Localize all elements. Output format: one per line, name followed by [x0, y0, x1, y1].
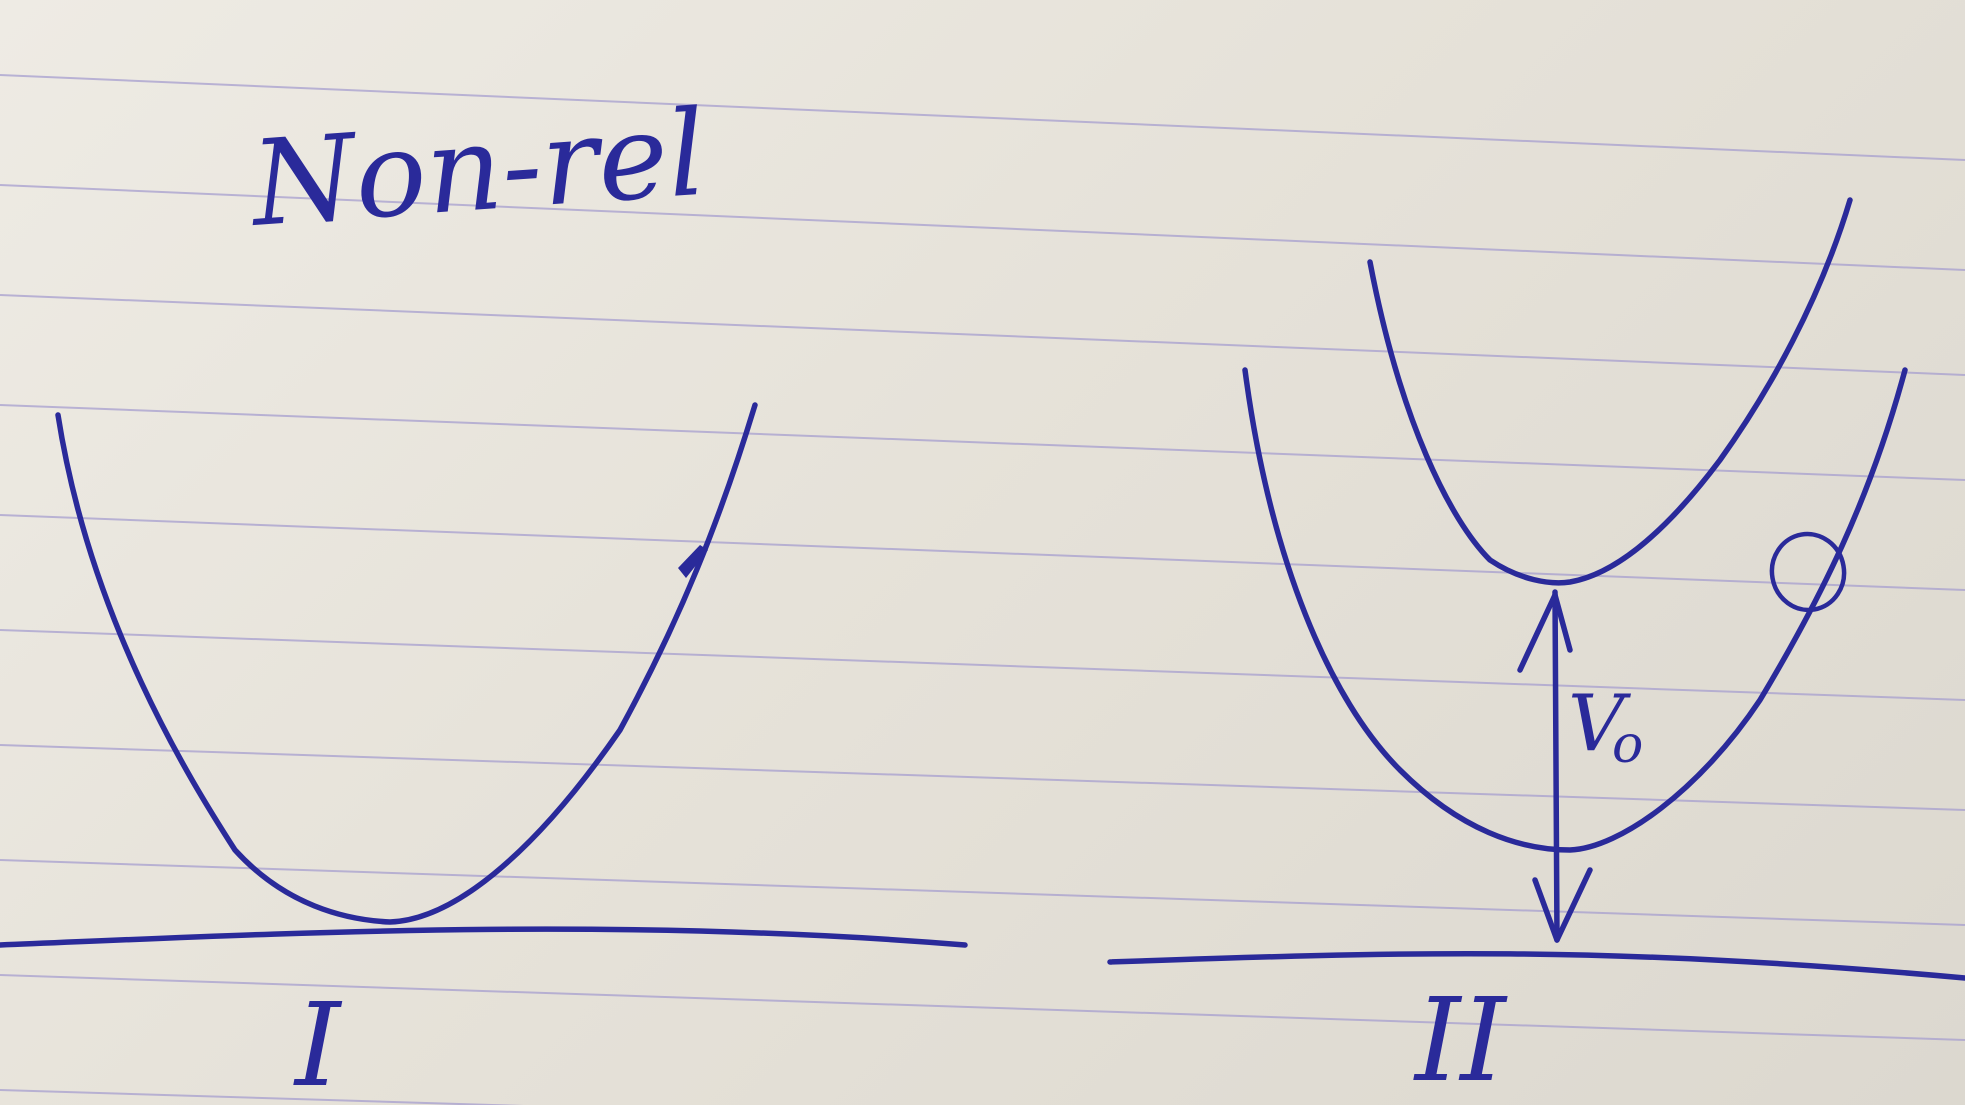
parabola-I — [55, 402, 758, 925]
ruled-line — [0, 859, 1965, 926]
arrow-head-down — [1532, 867, 1593, 943]
gap-label-subscript: o — [1612, 715, 1643, 775]
ruled-line — [0, 514, 1965, 591]
ruled-line — [0, 184, 1965, 271]
ruled-lines — [0, 74, 1965, 1105]
arrow-head-up — [1517, 592, 1573, 673]
gap-label-V: V — [1568, 679, 1631, 769]
title-non-rel: Non-rel — [244, 84, 710, 254]
diagram-II: V o II — [1107, 197, 1965, 1105]
diagram-I: I — [0, 402, 968, 1105]
circled-point-marker — [1769, 531, 1847, 613]
ruled-line — [0, 404, 1965, 481]
ruled-line — [0, 629, 1965, 701]
upper-parabola — [1367, 197, 1853, 586]
point-marker-I — [678, 545, 708, 578]
ruled-line — [0, 1089, 525, 1105]
ruled-line — [0, 974, 1965, 1041]
lower-parabola — [1242, 367, 1908, 853]
ruled-line — [0, 744, 1965, 811]
label-I: I — [293, 979, 343, 1105]
energy-gap-arrow — [1552, 589, 1560, 943]
ruled-line — [0, 294, 1965, 376]
baseline-II — [1107, 950, 1965, 981]
label-II: II — [1413, 974, 1508, 1105]
ruled-line — [0, 74, 1965, 161]
baseline-I — [0, 926, 968, 948]
